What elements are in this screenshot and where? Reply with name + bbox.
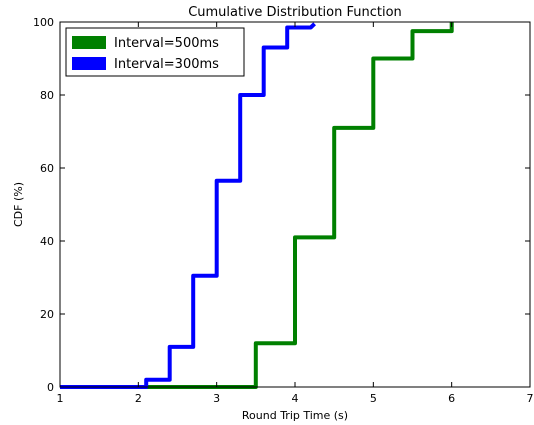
x-tick-label: 5 bbox=[370, 392, 377, 405]
chart-title: Cumulative Distribution Function bbox=[188, 5, 402, 20]
y-tick-label: 0 bbox=[47, 381, 54, 394]
legend-label-interval-500ms: Interval=500ms bbox=[114, 36, 219, 51]
legend-label-interval-300ms: Interval=300ms bbox=[114, 57, 219, 72]
y-tick-label: 60 bbox=[40, 162, 54, 175]
y-tick-label: 100 bbox=[33, 16, 54, 29]
y-axis-label: CDF (%) bbox=[12, 182, 25, 227]
series-layer bbox=[60, 22, 454, 389]
y-tick-label: 20 bbox=[40, 308, 54, 321]
y-tick-label: 80 bbox=[40, 89, 54, 102]
legend-swatch-interval-500ms bbox=[72, 36, 106, 49]
x-tick-label: 7 bbox=[527, 392, 534, 405]
x-tick-label: 3 bbox=[213, 392, 220, 405]
y-tick-label: 40 bbox=[40, 235, 54, 248]
x-tick-label: 4 bbox=[292, 392, 299, 405]
series-line-interval-500ms bbox=[60, 22, 454, 389]
x-tick-label: 2 bbox=[135, 392, 142, 405]
x-tick-label: 1 bbox=[57, 392, 64, 405]
x-axis-label: Round Trip Time (s) bbox=[242, 409, 348, 422]
legend: Interval=500ms Interval=300ms bbox=[65, 27, 245, 77]
x-tick-label: 6 bbox=[448, 392, 455, 405]
tick-layer: 1 2 3 4 5 6 7 0 20 40 60 80 100 bbox=[33, 16, 534, 405]
series-line-interval-300ms bbox=[60, 22, 316, 389]
legend-swatch-interval-300ms bbox=[72, 57, 106, 70]
